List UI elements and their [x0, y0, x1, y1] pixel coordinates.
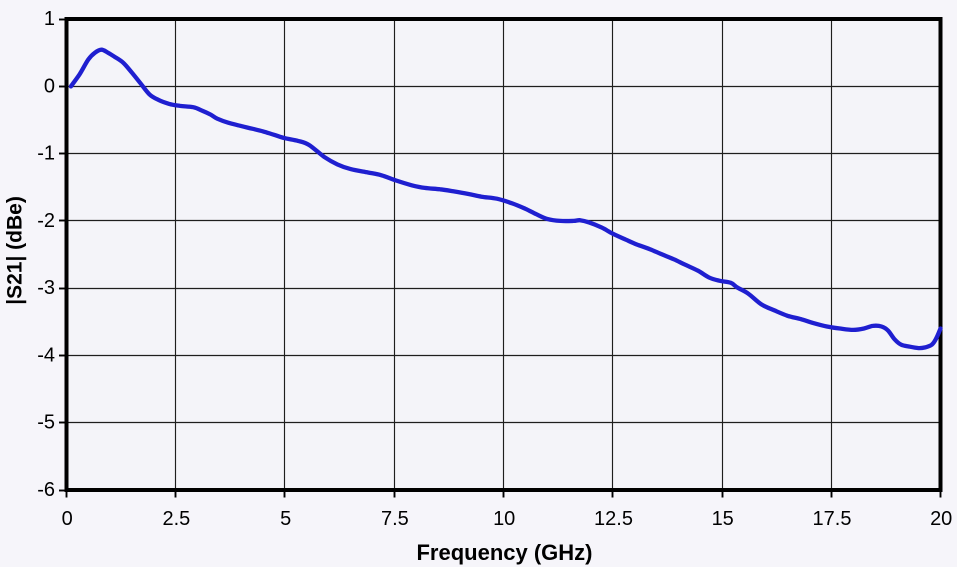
svg-text:7.5: 7.5 [381, 508, 409, 530]
svg-text:0: 0 [62, 508, 73, 530]
svg-text:-2: -2 [37, 210, 55, 232]
svg-text:5: 5 [280, 508, 291, 530]
svg-text:Frequency (GHz): Frequency (GHz) [416, 540, 592, 565]
svg-text:15: 15 [712, 508, 734, 530]
svg-text:-3: -3 [37, 277, 55, 299]
svg-text:1: 1 [44, 8, 55, 30]
svg-text:-4: -4 [37, 345, 55, 367]
svg-text:12.5: 12.5 [594, 508, 633, 530]
svg-text:-5: -5 [37, 412, 55, 434]
svg-text:10: 10 [493, 508, 515, 530]
svg-text:17.5: 17.5 [813, 508, 852, 530]
svg-text:|S21| (dBe): |S21| (dBe) [4, 196, 27, 305]
svg-text:2.5: 2.5 [162, 508, 190, 530]
svg-text:-1: -1 [37, 143, 55, 165]
svg-text:20: 20 [930, 508, 952, 530]
svg-text:0: 0 [44, 75, 55, 97]
svg-text:-6: -6 [37, 479, 55, 501]
